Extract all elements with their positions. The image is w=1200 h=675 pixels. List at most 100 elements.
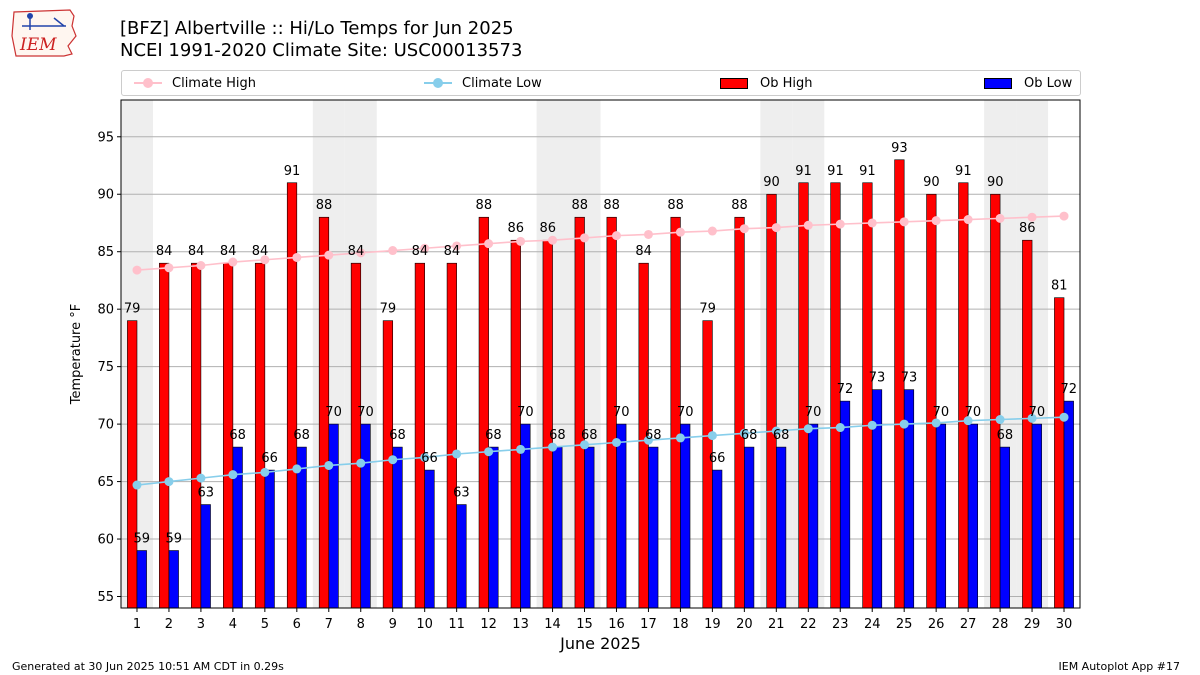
ob-low-bar [712,469,723,609]
climate-low-point [1027,413,1037,423]
generated-note: Generated at 30 Jun 2025 10:51 AM CDT in… [12,660,284,673]
ob-high-data-label: 84 [444,244,461,259]
ob-high-data-label: 90 [763,175,780,190]
climate-low-point [356,458,366,468]
ob-high-data-label: 86 [539,221,556,236]
x-tick-label: 29 [1024,617,1041,632]
climate-low-point [803,424,813,434]
iem-logo-icon: IEM [11,9,77,57]
ob-low-bar [136,550,147,609]
ob-low-data-label: 70 [933,405,950,420]
y-axis-label: Temperature °F [69,304,84,405]
climate-high-point [452,241,462,251]
climate-low-point [963,416,973,426]
climate-low-point [196,473,206,483]
x-tick-label: 16 [608,617,625,632]
climate-high-swatch [134,77,162,89]
ob-low-data-label: 68 [293,428,310,443]
ob-high-bar [446,262,457,609]
ob-low-bar [584,446,595,609]
ob-high-data-label: 88 [603,198,620,213]
legend-ob-high: Ob High [720,71,813,95]
ob-low-bar [807,423,819,609]
legend-ob-low-label: Ob Low [1024,75,1073,91]
ob-low-bar [456,504,467,609]
x-axis-label: June 2025 [559,634,641,653]
climate-high-point [771,223,781,233]
ob-low-data-label: 68 [229,428,246,443]
app-credit: IEM Autoplot App #17 [1058,660,1181,673]
legend-climate-high: Climate High [134,71,256,95]
climate-low-point [1059,412,1069,422]
ob-high-data-label: 88 [571,198,588,213]
ob-high-data-label: 91 [859,164,876,179]
climate-low-point [835,423,845,433]
ob-high-bar [926,193,937,609]
x-tick-label: 5 [261,617,269,632]
climate-high-point [611,231,621,241]
y-tick-label: 60 [97,533,114,548]
ob-high-data-label: 79 [124,302,141,317]
y-tick-label: 95 [97,130,114,145]
ob-high-bar [862,182,873,609]
chart-title: [BFZ] Albertville :: Hi/Lo Temps for Jun… [120,18,522,62]
ob-low-bar [360,423,371,609]
legend-climate-low-label: Climate Low [462,75,542,91]
climate-high-point [484,239,494,249]
ob-high-bar [1022,239,1033,609]
ob-low-data-label: 70 [613,405,630,420]
x-tick-label: 27 [960,617,977,632]
climate-low-point [228,470,238,480]
ob-low-data-label: 70 [677,405,694,420]
ob-low-data-label: 66 [261,451,278,466]
y-tick-label: 55 [97,590,114,605]
climate-high-point [931,216,941,226]
x-tick-label: 21 [768,617,785,632]
ob-high-bar [798,182,809,609]
ob-low-bar [744,446,755,609]
ob-low-bar [328,423,339,609]
ob-low-data-label: 59 [165,532,182,547]
climate-high-point [324,250,334,260]
climate-low-point [484,447,494,457]
climate-low-point [388,455,398,465]
climate-high-point [963,215,973,225]
ob-high-data-label: 88 [731,198,748,213]
x-tick-label: 4 [229,617,237,632]
climate-low-point [516,444,526,454]
climate-high-point [292,252,302,262]
plot-frame [120,99,1081,609]
climate-low-swatch [424,77,452,89]
ob-low-data-label: 68 [773,428,790,443]
x-tick-label: 25 [896,617,913,632]
x-tick-label: 26 [928,617,945,632]
x-tick-label: 11 [448,617,465,632]
ob-low-data-label: 63 [197,486,214,501]
climate-high-point [675,227,685,237]
title-line-1: [BFZ] Albertville :: Hi/Lo Temps for Jun… [120,18,514,39]
ob-low-data-label: 70 [805,405,822,420]
ob-low-bar [488,446,499,609]
x-tick-label: 10 [416,617,433,632]
climate-high-point [739,224,749,234]
climate-high-line [136,215,1065,271]
ob-high-bar [159,262,170,609]
ob-low-data-label: 66 [709,451,726,466]
ob-low-data-label: 59 [134,532,151,547]
ob-high-bar [958,182,969,609]
ob-high-data-label: 84 [252,244,269,259]
ob-low-data-label: 63 [453,486,470,501]
climate-high-point [260,255,270,265]
ob-low-swatch [984,77,1012,89]
climate-low-point [643,435,653,445]
ob-high-data-label: 84 [635,244,652,259]
climate-high-point [1027,212,1037,222]
x-tick-label: 7 [325,617,333,632]
ob-high-data-label: 90 [923,175,940,190]
ob-high-data-label: 91 [955,164,972,179]
ob-high-data-label: 79 [380,302,397,317]
y-tick-label: 90 [97,188,114,203]
climate-high-point [867,218,877,228]
climate-high-point [164,263,174,273]
